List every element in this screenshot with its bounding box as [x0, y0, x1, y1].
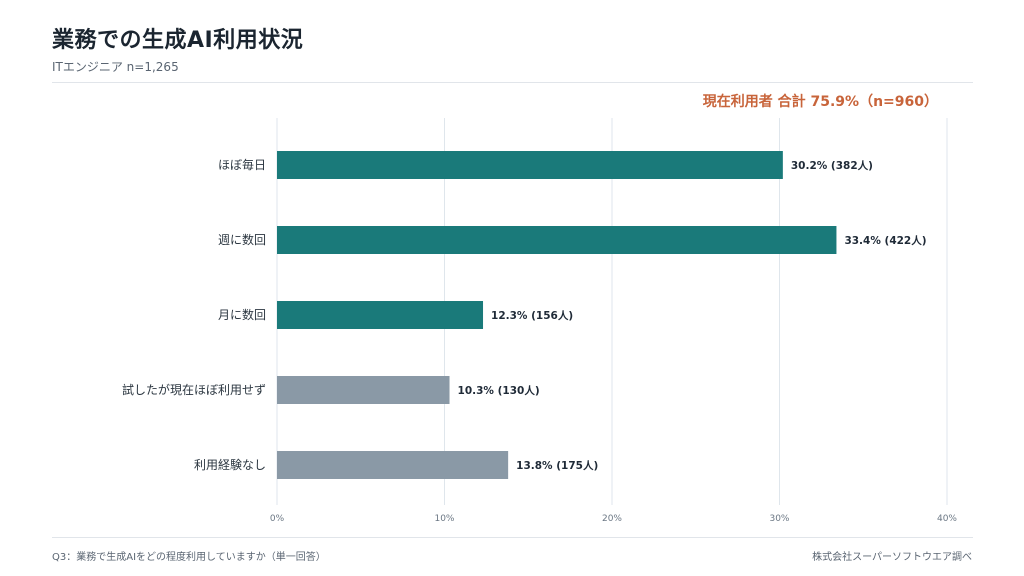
bar	[277, 226, 837, 254]
chart-title: 業務での生成AI利用状況	[52, 28, 304, 53]
category-label: ほぼ毎日	[218, 157, 266, 172]
bottom-divider	[52, 537, 973, 538]
bar	[277, 376, 450, 404]
x-tick-label: 30%	[769, 514, 789, 524]
source-credit: 株式会社スーパーソフトウエア調べ	[812, 552, 972, 563]
data-label: 10.3% (130人)	[458, 384, 540, 397]
bar	[277, 151, 783, 179]
x-tick-label: 10%	[434, 514, 454, 524]
data-label: 12.3% (156人)	[491, 309, 573, 322]
data-label: 33.4% (422人)	[844, 234, 926, 247]
total-users-callout: 現在利用者 合計 75.9%（n=960）	[702, 94, 938, 110]
category-label: 月に数回	[218, 307, 266, 322]
bar-chart: 0% 10% 20% 30% 40% ほぼ毎日 30.2% (382人) 週に数回 33.4% …	[122, 118, 957, 524]
data-label: 30.2% (382人)	[791, 159, 873, 172]
x-tick-label: 40%	[937, 514, 957, 524]
x-tick-label: 20%	[602, 514, 622, 524]
bar	[277, 451, 509, 479]
question-footnote: Q3：業務で生成AIをどの程度利用していますか（単一回答）	[52, 552, 326, 563]
top-divider	[52, 82, 973, 83]
grid-lines	[276, 118, 948, 505]
data-label: 13.8% (175人)	[516, 459, 598, 472]
bars	[277, 151, 837, 479]
labels: 0% 10% 20% 30% 40% ほぼ毎日 30.2% (382人) 週に数回 33.4% …	[122, 157, 957, 524]
x-tick-label: 0%	[270, 514, 285, 524]
category-label: 利用経験なし	[194, 457, 266, 472]
chart-subtitle: ITエンジニア n=1,265	[52, 60, 179, 74]
bar	[277, 301, 484, 329]
category-label: 週に数回	[218, 232, 266, 247]
category-label: 試したが現在ほぼ利用せず	[122, 382, 266, 397]
